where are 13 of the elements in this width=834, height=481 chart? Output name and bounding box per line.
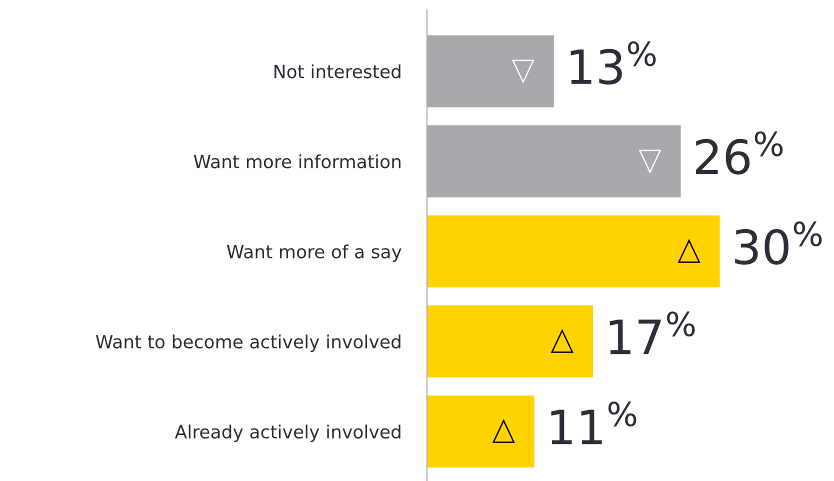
bar [427,215,720,288]
data-label: 26$^{%}$ [696,131,783,175]
bar [427,305,593,378]
data-label: 13$^{%}$ [570,41,656,85]
y-tick-label: Want to become actively involved [96,334,400,352]
data-label: 17$^{%}$ [610,311,695,354]
data-label: 11$^{%}$ [551,402,636,444]
y-tick-label: Not interested [274,64,400,78]
y-tick-label: Want more information [194,154,400,168]
data-label: 30$^{%}$ [735,221,822,265]
bar [427,395,534,468]
y-tick-label: Want more of a say [226,244,402,262]
y-tick-label: Already actively involved [174,424,400,442]
